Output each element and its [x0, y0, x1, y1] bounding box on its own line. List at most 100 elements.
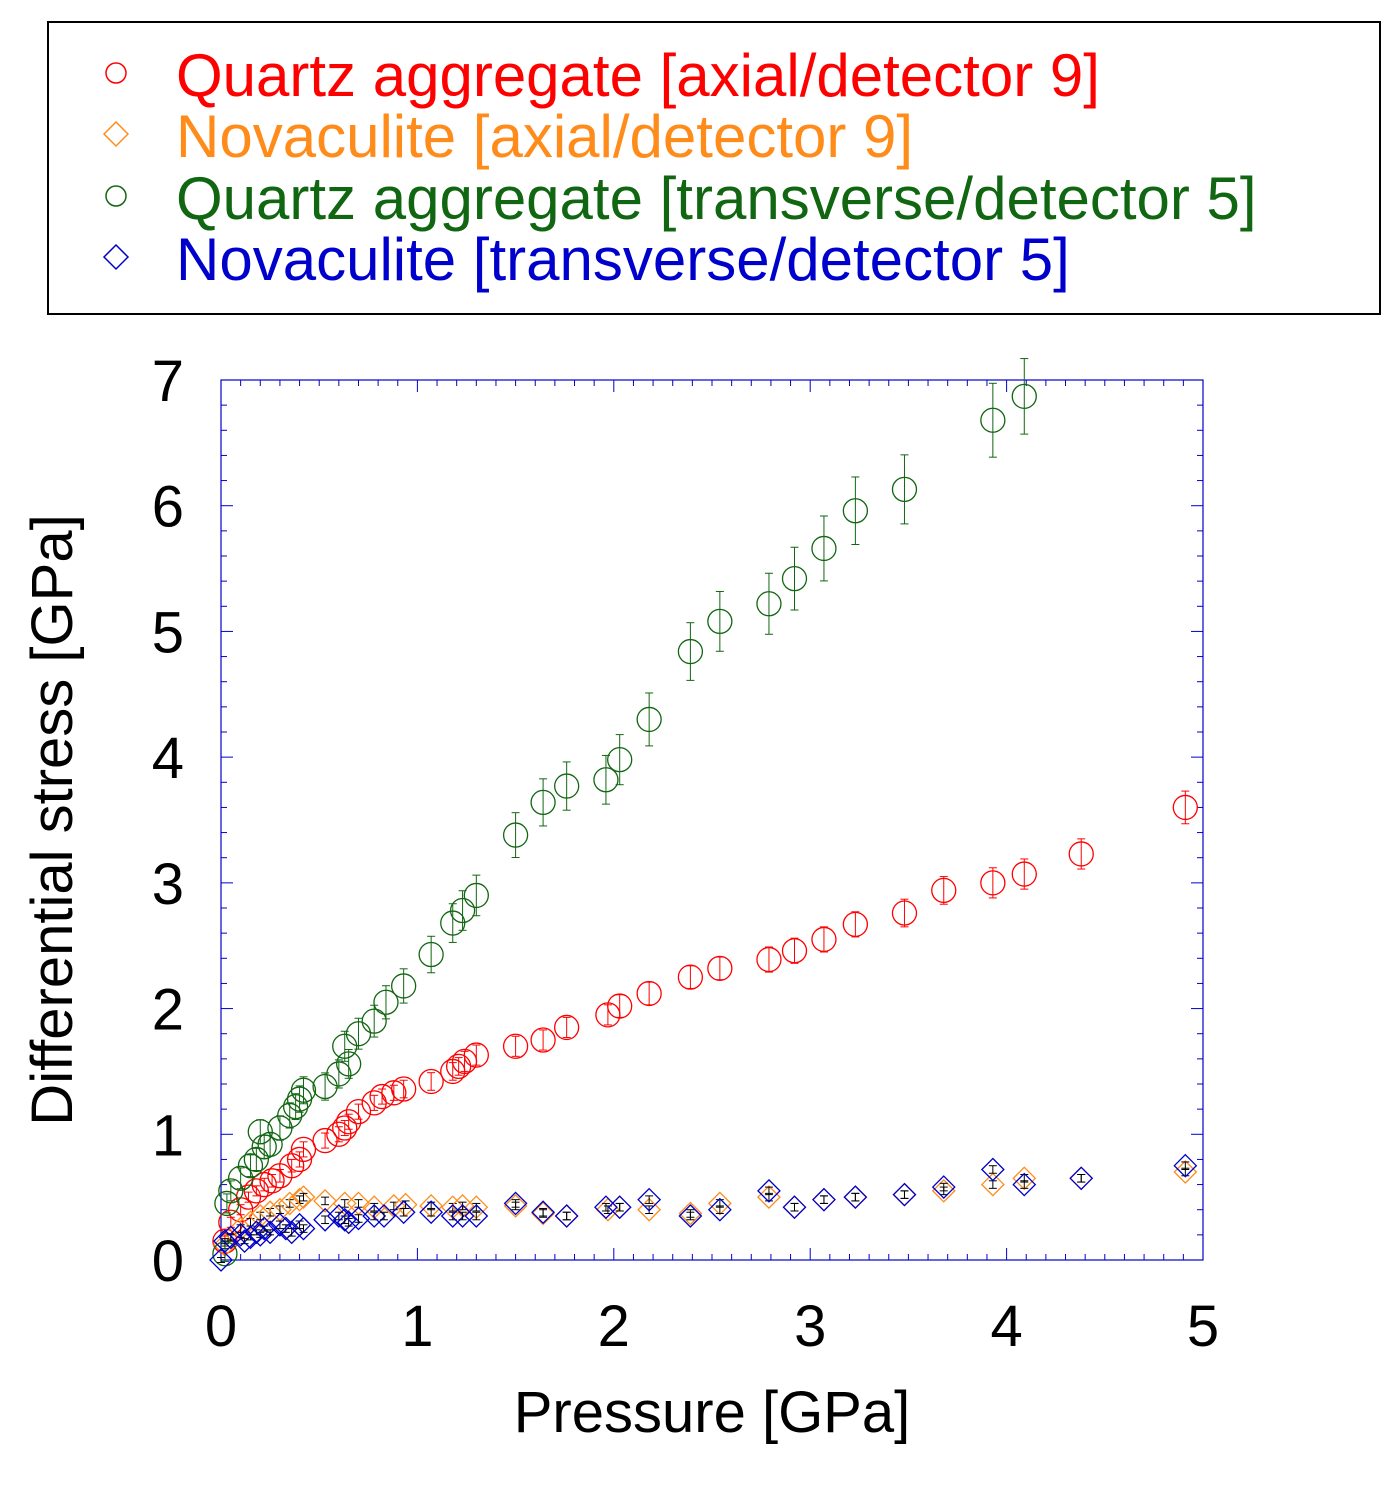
data-point [811, 535, 837, 562]
data-point [463, 882, 489, 909]
legend-marker-diamond-icon [102, 120, 130, 148]
data-point [677, 638, 704, 665]
data-point [345, 1099, 372, 1125]
legend-marker-circle-icon [105, 185, 127, 207]
legend-label-2: Quartz aggregate [transverse/detector 5] [176, 165, 1257, 232]
data-point [282, 1093, 309, 1120]
legend-label-0: Quartz aggregate [axial/detector 9] [176, 42, 1100, 109]
legend-marker-circle-icon [105, 62, 127, 84]
axis-ticks [220, 379, 1204, 1261]
data-point [607, 1195, 632, 1220]
data-point [391, 973, 417, 999]
legend-marker-diamond-icon [102, 243, 130, 271]
data-point [248, 1204, 273, 1228]
data-point [228, 1216, 253, 1241]
y-tick-label: 7 [152, 349, 184, 414]
data-point [636, 706, 662, 733]
plot-area: 0 1 2 3 4 5 0 1 2 3 4 5 6 7 [152, 349, 1219, 1359]
legend-item-1: Novaculite [axial/detector 9] [102, 103, 913, 170]
data-point [980, 1157, 1005, 1182]
legend-label-1: Novaculite [axial/detector 9] [176, 103, 913, 170]
data-point [286, 1146, 313, 1173]
data-point [336, 1051, 362, 1077]
series-1 [213, 1160, 1198, 1257]
y-tick-label: 2 [152, 978, 184, 1043]
legend: Quartz aggregate [axial/detector 9] Nova… [47, 21, 1381, 315]
data-point [332, 1033, 358, 1059]
legend-item-3: Novaculite [transverse/detector 5] [102, 226, 1070, 293]
data-point [291, 1216, 316, 1241]
data-point [781, 565, 808, 592]
data-point [607, 993, 633, 1019]
data-point [336, 1109, 362, 1135]
legend-item-2: Quartz aggregate [transverse/detector 5] [105, 165, 1257, 232]
data-point [227, 1165, 254, 1191]
y-tick-label: 6 [152, 475, 184, 540]
data-point [757, 1185, 781, 1210]
data-point [218, 1225, 243, 1250]
data-point [372, 1204, 396, 1228]
data-point [554, 1204, 579, 1228]
data-point [607, 747, 633, 773]
data-point [252, 1216, 277, 1241]
data-point [247, 1119, 273, 1145]
data-point [842, 498, 869, 524]
data-point [440, 910, 466, 936]
data-point [678, 1201, 703, 1226]
legend-label-3: Novaculite [transverse/detector 5] [176, 226, 1070, 293]
data-point [381, 1080, 407, 1106]
data-point [312, 1073, 338, 1100]
data-point [313, 1207, 338, 1232]
x-tick-labels: 0 1 2 3 4 5 [205, 1294, 1219, 1359]
data-point [361, 1008, 387, 1034]
data-point [636, 980, 662, 1007]
data-point [812, 1187, 836, 1212]
data-point [782, 1195, 807, 1220]
data-point [1012, 1166, 1037, 1191]
data-point [531, 1201, 556, 1226]
data-point [756, 946, 782, 973]
data-point [243, 1146, 270, 1173]
data-point [290, 1077, 317, 1103]
data-point [287, 1187, 312, 1212]
x-axis-label: Pressure [GPa] [514, 1380, 910, 1445]
data-point [277, 1102, 303, 1129]
series-3 [209, 1153, 1198, 1272]
data-point [530, 789, 556, 816]
data-point [1172, 794, 1198, 821]
data-point [707, 1191, 732, 1216]
data-point [707, 1197, 732, 1222]
data-point [1011, 383, 1037, 409]
data-point [756, 591, 782, 617]
data-point [228, 1222, 253, 1247]
data-point [1069, 1166, 1094, 1191]
x-tick-label: 5 [1187, 1294, 1219, 1359]
data-point [781, 938, 808, 964]
data-point [312, 1127, 338, 1154]
data-point [391, 1200, 416, 1225]
data-point [891, 476, 918, 503]
y-tick-labels: 0 1 2 3 4 5 6 7 [152, 349, 184, 1294]
data-point [842, 911, 869, 937]
data-point [291, 1185, 316, 1210]
y-axis-label: Differential stress [GPa] [20, 514, 85, 1125]
data-point [268, 1212, 292, 1237]
data-point [980, 407, 1006, 433]
data-point [892, 1182, 917, 1207]
data-point [503, 1194, 528, 1218]
data-point [931, 1178, 956, 1203]
data-point [257, 1131, 283, 1157]
data-point [530, 1027, 556, 1053]
data-point [593, 767, 619, 793]
data-point [707, 955, 733, 981]
data-point [346, 1206, 371, 1231]
data-point [259, 1168, 285, 1194]
x-tick-label: 1 [401, 1294, 433, 1359]
data-point [1068, 841, 1094, 867]
y-tick-label: 3 [152, 852, 184, 917]
y-tick-label: 1 [152, 1103, 184, 1168]
data-point [1012, 1172, 1037, 1197]
y-tick-label: 5 [152, 600, 184, 665]
data-point [445, 1053, 472, 1080]
